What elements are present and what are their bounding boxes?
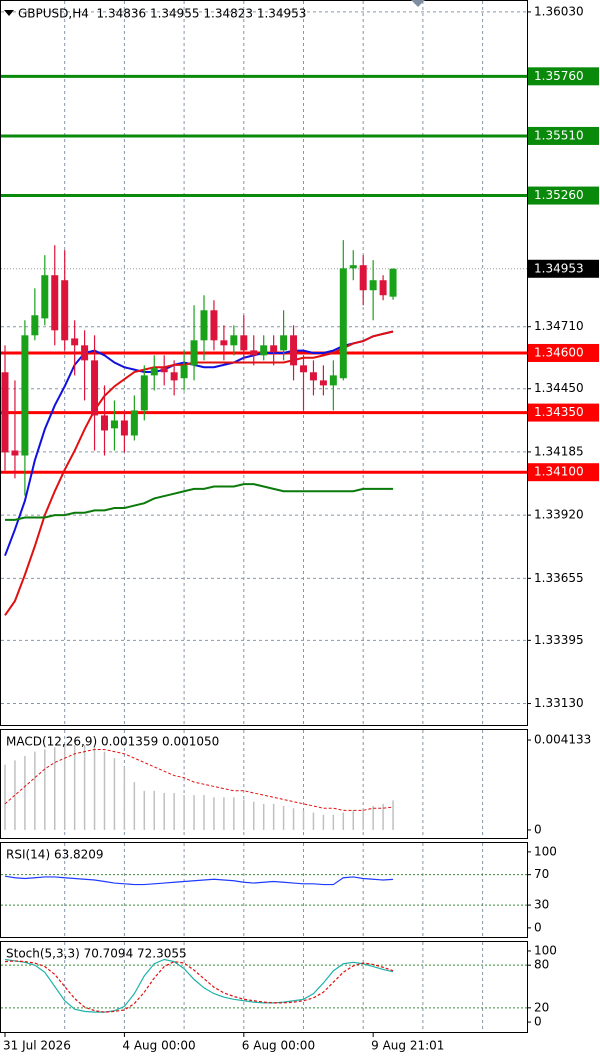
y-tick-label: 0	[534, 920, 542, 934]
moving-average	[4, 330, 394, 557]
panel-title: RSI(14) 63.8209	[6, 848, 104, 862]
x-tick-label: 31 Jul 2026	[3, 1039, 71, 1053]
level-label: 1.34600	[534, 345, 584, 359]
panel-title: Stoch(5,3,3) 70.7094 72.3055	[6, 947, 187, 961]
candle-body	[1, 372, 9, 453]
candle-body	[210, 310, 218, 341]
candle-body	[41, 275, 49, 319]
y-tick-label: 100	[534, 943, 557, 957]
y-tick-label: 0	[534, 822, 542, 836]
y-tick-label: 20	[534, 1000, 549, 1014]
y-tick-label: 30	[534, 898, 549, 912]
chart-title: GBPUSD,H4 1.34836 1.34955 1.34823 1.3495…	[18, 7, 306, 21]
y-tick-label: 80	[534, 958, 549, 972]
level-label: 1.35260	[534, 188, 584, 202]
candle-body	[190, 340, 198, 366]
candle-body	[11, 450, 19, 456]
candle-body	[300, 365, 307, 373]
level-label-box	[528, 186, 599, 205]
y-tick-label: 1.34185	[534, 444, 584, 458]
panels	[0, 0, 528, 1033]
candle-body	[280, 335, 288, 351]
y-tick-label: 100	[534, 844, 557, 858]
candle-body	[270, 345, 278, 353]
candle-body	[31, 315, 39, 336]
shift-marker	[411, 0, 425, 7]
candle-body	[250, 350, 258, 356]
panel-title: MACD(12,26,9) 0.001359 0.001050	[6, 735, 219, 749]
y-tick-label: 0.004133	[534, 733, 591, 747]
candle-body	[359, 265, 367, 291]
candle-body	[21, 335, 29, 456]
y-tick-label: 1.33130	[534, 696, 584, 710]
candle-body	[110, 420, 118, 429]
indicator-line	[4, 958, 394, 1013]
x-tick-label: 9 Aug 21:01	[371, 1039, 444, 1053]
candle-body	[81, 345, 89, 361]
y-tick-label: 1.34450	[534, 381, 584, 395]
moving-average	[4, 330, 394, 616]
y-tick-label: 1.36030	[534, 4, 584, 18]
candle-body	[71, 338, 79, 346]
candle-body	[319, 380, 327, 386]
y-tick-label: 1.33655	[534, 571, 584, 585]
level-label-box	[528, 343, 599, 362]
level-label-box	[528, 463, 599, 482]
level-label-box	[528, 403, 599, 422]
candle-body	[349, 265, 357, 269]
candle-body	[369, 280, 377, 291]
candle-body	[230, 335, 238, 346]
title-icon	[4, 10, 14, 16]
y-tick-label: 1.33395	[534, 633, 584, 647]
candle-body	[240, 335, 248, 351]
level-label: 1.34100	[534, 465, 584, 479]
y-tick-label: 1.34710	[534, 319, 584, 333]
candle-body	[150, 368, 158, 376]
candle-body	[200, 310, 208, 341]
level-label: 1.35510	[534, 128, 584, 142]
candle-body	[51, 275, 59, 331]
rsi-panel	[0, 842, 528, 938]
candle-body	[339, 268, 347, 379]
level-label-box	[528, 126, 599, 145]
indicator-line	[4, 960, 394, 1013]
level-label: 1.34350	[534, 405, 584, 419]
candle-body	[91, 360, 99, 416]
candle-body	[160, 368, 168, 373]
level-label: 1.35760	[534, 69, 584, 83]
x-tick-label: 6 Aug 00:00	[242, 1039, 315, 1053]
candle-body	[290, 335, 298, 366]
candle-body	[379, 280, 387, 296]
y-tick-label: 70	[534, 867, 549, 881]
candle-body	[180, 365, 188, 379]
y-tick-label: 1.33920	[534, 508, 584, 522]
candle-body	[130, 410, 138, 436]
candle-body	[61, 280, 69, 341]
candle-body	[309, 372, 317, 381]
candle-body	[170, 372, 178, 381]
candle-body	[140, 375, 148, 411]
candle-body	[120, 420, 128, 436]
candle-body	[260, 345, 268, 356]
candle-body	[220, 340, 228, 346]
moving-average	[5, 483, 394, 521]
stoch-panel	[0, 941, 528, 1033]
candle-body	[101, 415, 108, 431]
x-tick-label: 4 Aug 00:00	[122, 1039, 195, 1053]
last-price-box	[528, 259, 599, 278]
signal-line	[4, 748, 394, 811]
y-tick-label: 0	[534, 1015, 542, 1029]
candle-body	[389, 268, 397, 297]
indicator-line	[4, 875, 394, 886]
last-price-label: 1.34953	[534, 261, 584, 275]
level-label-box	[528, 67, 599, 86]
candle-body	[329, 375, 337, 386]
